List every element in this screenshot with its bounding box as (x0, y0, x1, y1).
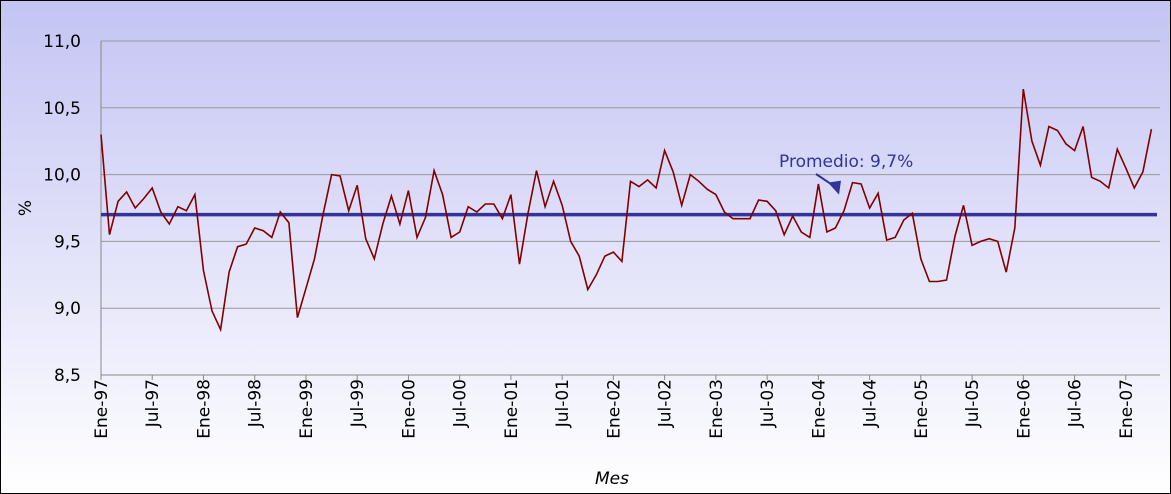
y-tick-label: 9,5 (54, 232, 81, 252)
annotation-arrowhead (828, 180, 841, 195)
x-tick-label: Ene-06 (1014, 379, 1034, 439)
x-tick-label: Ene-04 (809, 379, 829, 439)
x-tick-label: Ene-03 (707, 379, 727, 439)
x-tick-label: Jul-04 (861, 379, 881, 428)
y-tick-label: 8,5 (54, 366, 81, 386)
y-tick-label: 11,0 (43, 32, 81, 52)
y-tick-label: 9,0 (54, 299, 81, 319)
annotation: Promedio: 9,7% (779, 152, 913, 172)
x-tick-label: Jul-97 (143, 379, 163, 428)
x-tick-label: Ene-99 (297, 379, 317, 439)
y-tick-label: 10,5 (43, 99, 81, 119)
x-tick-label: Ene-98 (194, 379, 214, 439)
x-tick-label: Ene-00 (399, 379, 419, 439)
y-axis-label: % (16, 200, 36, 216)
x-tick-label: Jul-03 (758, 379, 778, 428)
data-line (100, 88, 1153, 333)
x-tick-label: Jul-98 (246, 379, 266, 428)
x-tick-label: Jul-02 (656, 379, 676, 428)
x-tick-label: Jul-06 (1066, 379, 1086, 428)
x-tick-label: Jul-00 (451, 379, 471, 428)
x-tick-label: Ene-07 (1117, 379, 1137, 439)
x-axis-label: Mes (595, 469, 629, 489)
x-tick-label: Jul-01 (553, 379, 573, 428)
x-tick-label: Jul-05 (963, 379, 983, 428)
x-tick-label: Jul-99 (348, 379, 368, 428)
x-tick-label: Ene-05 (912, 379, 932, 439)
y-tick-label: 10,0 (43, 166, 81, 186)
x-tick-label: Ene-02 (604, 379, 624, 439)
x-tick-label: Ene-01 (502, 379, 522, 439)
x-tick-label: Ene-97 (92, 379, 112, 439)
